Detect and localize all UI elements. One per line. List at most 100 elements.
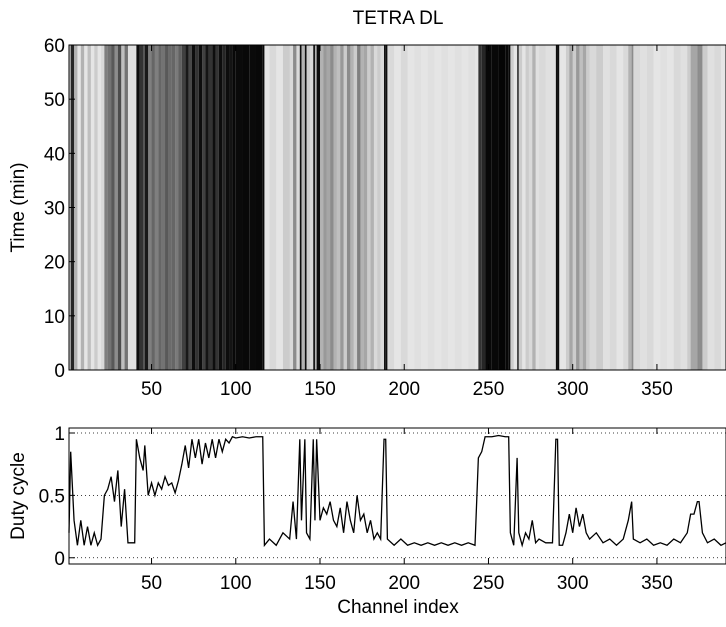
occupancy-strip (400, 45, 408, 370)
occupancy-strip (264, 45, 270, 370)
y-tick-label: 60 (44, 36, 65, 57)
occupancy-strip (151, 45, 155, 370)
occupancy-strip (707, 45, 715, 370)
occupancy-strip (158, 45, 162, 370)
occupancy-strip (603, 45, 610, 370)
occupancy-strip (181, 45, 186, 370)
occupancy-strip (508, 45, 511, 370)
occupancy-strip (168, 45, 172, 370)
occupancy-strip (660, 45, 668, 370)
x-tick-label: 200 (388, 573, 420, 594)
y-tick-label: 40 (44, 144, 65, 165)
occupancy-strip (552, 45, 556, 370)
occupancy-strip (229, 45, 233, 370)
occupancy-strip (235, 45, 243, 370)
occupancy-strip (421, 45, 428, 370)
occupancy-strip (131, 45, 135, 370)
occupancy-strip (94, 45, 98, 370)
occupancy-strip (360, 45, 364, 370)
y-tick-label: 0 (54, 361, 65, 382)
occupancy-strip (714, 45, 721, 370)
occupancy-strip (343, 45, 347, 370)
occupancy-strip (505, 45, 509, 370)
occupancy-strip (532, 45, 536, 370)
occupancy-strip (491, 45, 499, 370)
occupancy-strip (353, 45, 358, 370)
occupancy-strip (299, 45, 302, 370)
occupancy-strip (623, 45, 629, 370)
occupancy-strip (609, 45, 617, 370)
occupancy-strip (282, 45, 290, 370)
occupancy-strip (569, 45, 573, 370)
occupancy-strip (232, 45, 236, 370)
occupancy-strip (667, 45, 674, 370)
occupancy-strip (107, 45, 112, 370)
chart-title: TETRA DL (353, 8, 444, 29)
occupancy-strip (330, 45, 334, 370)
occupancy-strip (559, 45, 563, 370)
occupancy-strip (385, 45, 388, 370)
occupancy-strip (673, 45, 681, 370)
occupancy-strip (363, 45, 368, 370)
occupancy-strip (316, 45, 321, 370)
y-tick-label: 20 (44, 253, 65, 274)
occupancy-strip (178, 45, 182, 370)
occupancy-strip (572, 45, 577, 370)
occupancy-strip (296, 45, 300, 370)
occupancy-strip (528, 45, 533, 370)
occupancy-strip (653, 45, 661, 370)
occupancy-strip (414, 45, 422, 370)
occupancy-strip (517, 45, 519, 370)
occupancy-strip (326, 45, 331, 370)
occupancy-strip (562, 45, 566, 370)
x-tick-label: 250 (473, 379, 505, 400)
occupancy-strip (498, 45, 506, 370)
duty-line (68, 434, 726, 548)
occupancy-strip (485, 45, 492, 370)
occupancy-strip (589, 45, 597, 370)
y-tick-label: 0.5 (39, 486, 65, 507)
occupancy-strip (582, 45, 587, 370)
occupancy-strip (380, 45, 385, 370)
occupancy-strip (104, 45, 108, 370)
occupancy-strip (114, 45, 118, 370)
occupancy-strip (576, 45, 580, 370)
occupancy-strip (74, 45, 78, 370)
occupancy-strip (314, 45, 317, 370)
occupancy-strip (320, 45, 324, 370)
occupancy-strip (111, 45, 115, 370)
occupancy-strip (474, 45, 479, 370)
occupancy-strip (434, 45, 442, 370)
occupancy-strip (309, 45, 314, 370)
occupancy-strip (313, 45, 315, 370)
x-tick-label: 350 (641, 573, 673, 594)
y-tick-label: 50 (44, 90, 65, 111)
occupancy-strip (289, 45, 294, 370)
occupancy-strip (225, 45, 230, 370)
occupancy-strip (222, 45, 226, 370)
occupancy-strip (242, 45, 250, 370)
occupancy-strip (336, 45, 341, 370)
occupancy-strip (143, 45, 145, 370)
occupancy-strip (646, 45, 654, 370)
occupancy-strip (195, 45, 199, 370)
occupancy-strip (117, 45, 122, 370)
occupancy-strip (306, 45, 310, 370)
occupancy-strip (121, 45, 125, 370)
x-tick-label: 150 (304, 573, 336, 594)
occupancy-strip (693, 45, 698, 370)
occupancy-strip (304, 45, 307, 370)
occupancy-strip (161, 45, 166, 370)
occupancy-strip (218, 45, 223, 370)
x-tick-label: 250 (473, 573, 505, 594)
occupancy-strip (461, 45, 469, 370)
occupancy-strip (84, 45, 88, 370)
occupancy-strip (212, 45, 216, 370)
occupancy-strip (188, 45, 192, 370)
occupancy-strip (293, 45, 297, 370)
occupancy-strip (394, 45, 401, 370)
occupancy-strip (198, 45, 203, 370)
occupancy-strip (596, 45, 604, 370)
occupancy-strip (510, 45, 514, 370)
